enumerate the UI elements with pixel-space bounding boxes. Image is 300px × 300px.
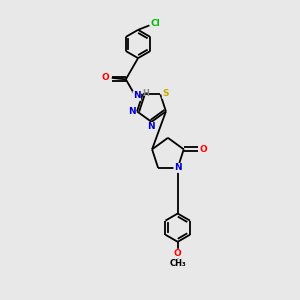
- Text: O: O: [174, 249, 182, 258]
- Text: S: S: [162, 89, 169, 98]
- Text: N: N: [174, 164, 182, 172]
- Text: Cl: Cl: [151, 20, 160, 28]
- Text: CH₃: CH₃: [169, 259, 186, 268]
- Text: N: N: [133, 92, 141, 100]
- Text: N: N: [147, 122, 155, 131]
- Text: O: O: [102, 73, 110, 82]
- Text: O: O: [199, 145, 207, 154]
- Text: H: H: [142, 89, 149, 98]
- Text: N: N: [128, 107, 136, 116]
